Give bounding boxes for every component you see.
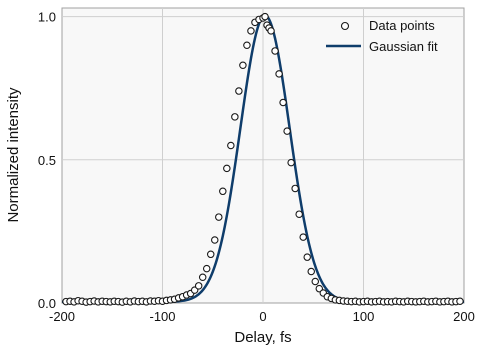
data-point-38 xyxy=(215,213,223,221)
data-points-layer xyxy=(62,12,464,306)
data-point-62 xyxy=(303,253,311,261)
data-point-50 xyxy=(261,12,269,21)
data-point-58 xyxy=(287,158,295,167)
y-tick-label-0: 0.0 xyxy=(38,296,56,311)
data-point-61 xyxy=(299,233,307,241)
data-point-45 xyxy=(243,41,251,49)
data-point-44 xyxy=(239,61,247,70)
x-tick-label-2: 0 xyxy=(259,309,266,324)
data-point-55 xyxy=(275,70,283,78)
data-point-40 xyxy=(223,164,231,173)
legend-data-points-label: Data points xyxy=(369,18,435,33)
y-tick-label-2: 1.0 xyxy=(38,10,56,25)
legend-data-points-marker xyxy=(340,21,350,31)
data-point-35 xyxy=(202,264,211,273)
data-point-100 xyxy=(456,297,464,306)
y-tick-label-1: 0.5 xyxy=(38,153,56,168)
x-tick-label-0: -200 xyxy=(49,309,75,324)
data-point-57 xyxy=(283,127,291,135)
y-axis-label: Normalized intensity xyxy=(5,87,22,223)
data-point-59 xyxy=(291,184,299,193)
data-point-42 xyxy=(231,113,239,121)
data-point-64 xyxy=(311,277,320,286)
x-tick-label-3: 100 xyxy=(353,309,375,324)
data-point-53 xyxy=(267,27,275,35)
data-point-34 xyxy=(198,273,207,281)
data-point-37 xyxy=(211,236,219,244)
tick-labels: -200 -100 0 100 200 0.0 0.5 1.0 xyxy=(38,10,475,324)
data-point-43 xyxy=(235,87,243,95)
data-point-33 xyxy=(194,282,203,290)
x-tick-label-1: -100 xyxy=(149,309,175,324)
data-point-46 xyxy=(247,27,255,35)
data-point-63 xyxy=(307,267,315,276)
data-point-36 xyxy=(206,250,215,259)
data-point-60 xyxy=(295,210,303,218)
legend-gaussian-fit-label: Gaussian fit xyxy=(369,39,438,54)
data-point-41 xyxy=(227,141,235,150)
x-axis-label: Delay, fs xyxy=(234,329,291,346)
legend: Data points Gaussian fit xyxy=(326,18,438,54)
x-tick-label-4: 200 xyxy=(453,309,475,324)
data-point-56 xyxy=(279,98,287,107)
data-point-54 xyxy=(271,47,279,55)
data-point-39 xyxy=(219,187,227,196)
